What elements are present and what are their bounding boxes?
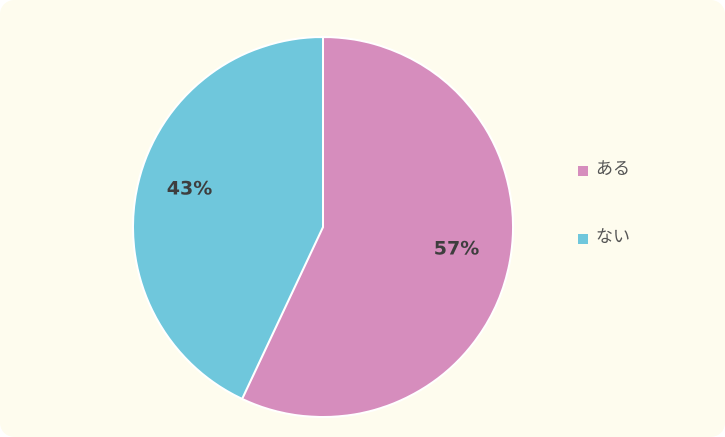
pie-slice [240,35,514,418]
legend-swatch [578,234,588,244]
legend-swatch [578,166,588,176]
legend-label: ある [596,159,630,179]
data-label: 43% [167,178,212,200]
legend-label: ない [596,227,630,247]
data-label: 57% [434,237,479,259]
pie-slice [132,35,324,401]
